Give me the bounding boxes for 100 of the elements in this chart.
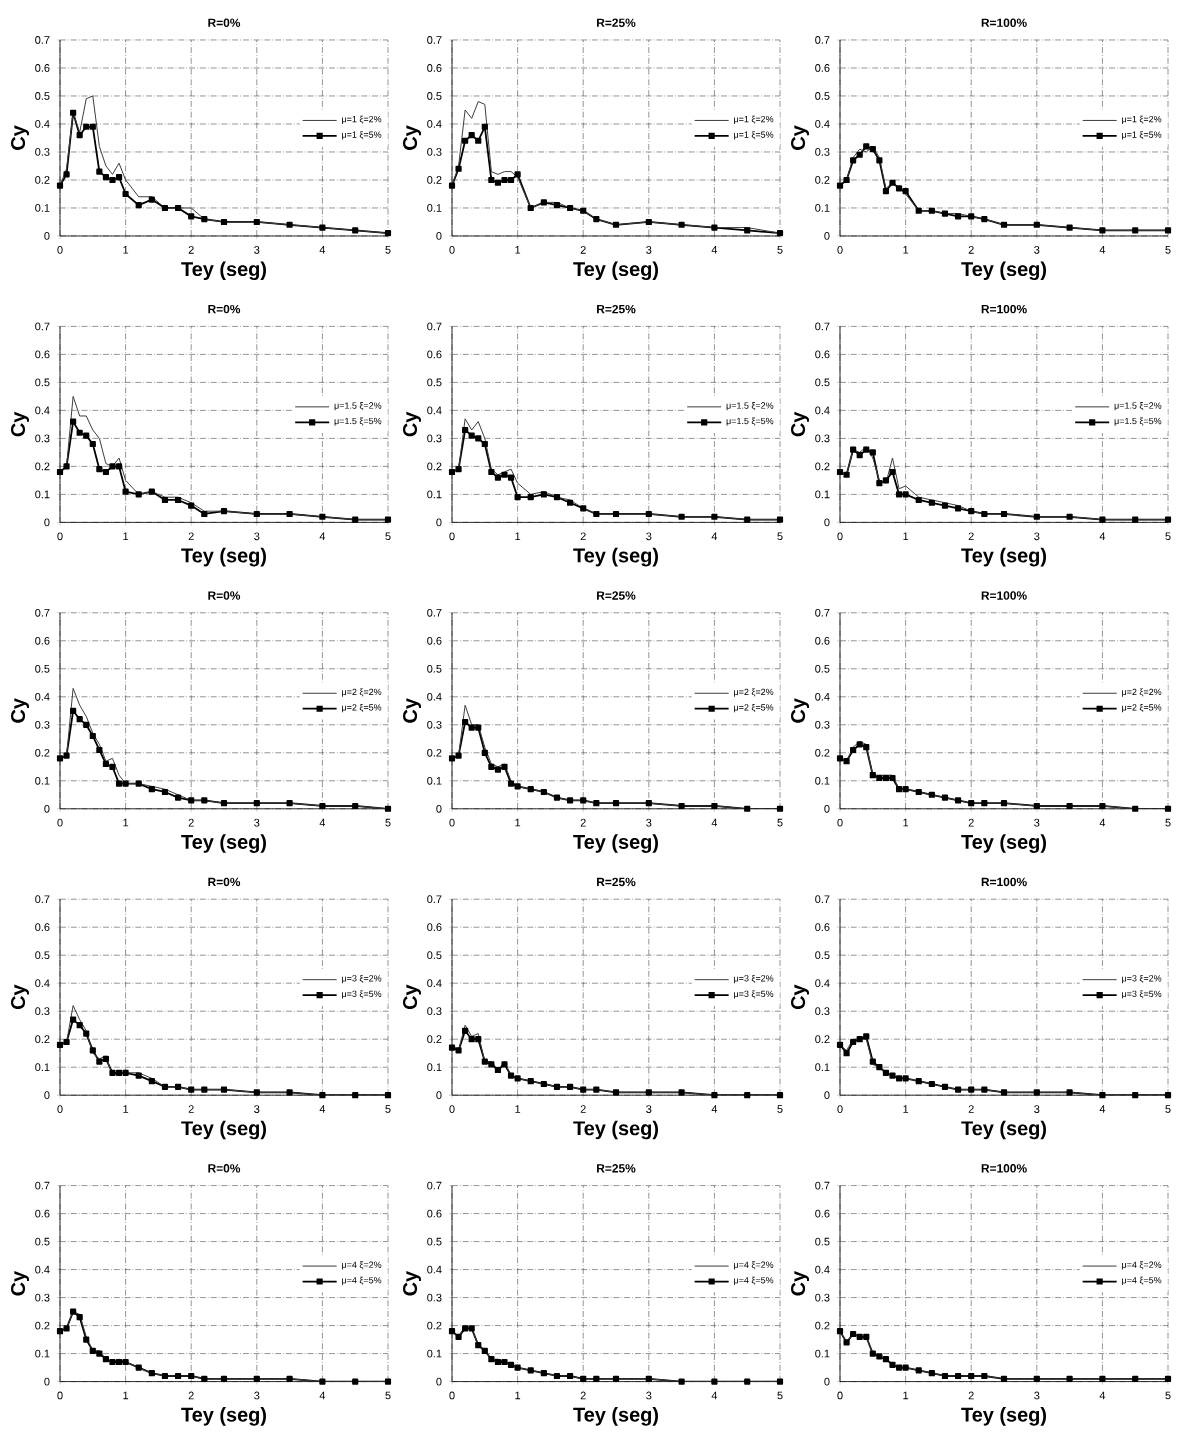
point (83, 1336, 90, 1343)
y-tick-label: 0.2 (427, 1035, 442, 1044)
point (869, 146, 876, 153)
x-tick-label: 0 (57, 1105, 63, 1113)
y-tick-label: 0.5 (815, 92, 830, 100)
x-tick-label: 5 (385, 1105, 391, 1113)
point (941, 794, 949, 801)
point (540, 788, 547, 796)
y-tick-label: 0.5 (35, 664, 50, 673)
x-tick-label: 0 (57, 532, 63, 541)
legend-label: μ=1 ξ=2% (1122, 115, 1162, 124)
x-tick-label: 2 (968, 246, 974, 254)
point (488, 1356, 495, 1363)
point (220, 1086, 228, 1093)
y-tick-label: 0.3 (35, 148, 50, 156)
point (928, 207, 935, 214)
point (981, 216, 988, 223)
y-tick-label: 0.1 (815, 204, 830, 212)
x-tick-label: 4 (319, 246, 326, 254)
point (856, 1333, 863, 1340)
legend-label: μ=1.5 ξ=2% (1114, 402, 1162, 411)
legend-label: μ=4 ξ=2% (342, 1261, 382, 1270)
x-tick-label: 5 (777, 1391, 783, 1400)
y-axis-title: Cy (791, 411, 810, 437)
legend-label: μ=1 ξ=2% (734, 115, 774, 124)
point (115, 1069, 123, 1076)
point (863, 143, 870, 150)
point (850, 157, 857, 164)
point (148, 196, 155, 203)
point (109, 176, 116, 184)
point (76, 1314, 83, 1321)
point (882, 477, 890, 484)
y-tick-label: 0.5 (35, 951, 50, 960)
point (540, 1370, 547, 1377)
x-tick-label: 3 (1034, 1105, 1040, 1113)
point (856, 1036, 863, 1043)
point (148, 786, 155, 793)
point (462, 137, 469, 144)
point (1033, 1375, 1040, 1382)
y-tick-label: 0 (436, 232, 442, 240)
x-axis-title: Tey (seg) (573, 261, 659, 281)
point (928, 1080, 935, 1088)
y-tick-label: 0.7 (427, 36, 442, 44)
x-axis-title: Tey (seg) (573, 1407, 659, 1426)
legend-label: μ=1.5 ξ=2% (334, 402, 382, 411)
y-tick-label: 0.7 (427, 895, 442, 904)
point (1033, 1089, 1040, 1096)
x-tick-label: 3 (1034, 1391, 1040, 1400)
point (1066, 224, 1073, 231)
point (253, 1089, 260, 1096)
point (836, 1041, 844, 1048)
point (915, 207, 922, 214)
point (70, 109, 77, 116)
point (462, 1325, 469, 1332)
point (448, 1328, 456, 1335)
x-axis-title: Tey (seg) (181, 1120, 266, 1140)
y-tick-label: 0.4 (815, 120, 830, 128)
y-tick-label: 0.4 (427, 1265, 442, 1274)
chart-title: R=25% (597, 18, 636, 27)
point (776, 230, 784, 237)
point (955, 1372, 962, 1380)
y-tick-label: 0.6 (815, 923, 830, 932)
chart-title: R=100% (981, 18, 1027, 27)
point (122, 1358, 129, 1366)
point (968, 1372, 975, 1380)
x-axis-title: Tey (seg) (961, 1407, 1047, 1426)
point (115, 463, 123, 470)
point (455, 1333, 462, 1340)
point (188, 1086, 195, 1093)
point (115, 780, 123, 787)
point (122, 190, 129, 198)
point (1099, 227, 1106, 234)
point (776, 1092, 784, 1099)
point (96, 1058, 103, 1065)
point (174, 1372, 182, 1380)
point (1000, 221, 1008, 228)
legend-label: μ=3 ξ=2% (734, 974, 774, 984)
y-axis-title: Cy (402, 1270, 422, 1296)
y-tick-label: 0.7 (427, 608, 442, 617)
point (928, 791, 935, 798)
point (678, 1378, 685, 1385)
chart-title: R=0% (208, 304, 241, 314)
point (843, 758, 850, 765)
point (76, 1022, 83, 1029)
point (876, 1064, 883, 1071)
x-tick-label: 1 (515, 246, 521, 254)
point (566, 204, 574, 212)
point (319, 1378, 326, 1385)
y-tick-label: 0.6 (35, 350, 50, 359)
point (201, 1086, 208, 1093)
point (955, 797, 962, 804)
point (481, 440, 488, 448)
point (553, 1372, 561, 1380)
x-tick-label: 1 (123, 1391, 129, 1400)
point (188, 213, 195, 220)
point (744, 1378, 751, 1385)
y-tick-label: 0.1 (427, 490, 442, 499)
point (527, 204, 534, 212)
x-tick-label: 0 (449, 1391, 455, 1400)
point (941, 1083, 949, 1090)
